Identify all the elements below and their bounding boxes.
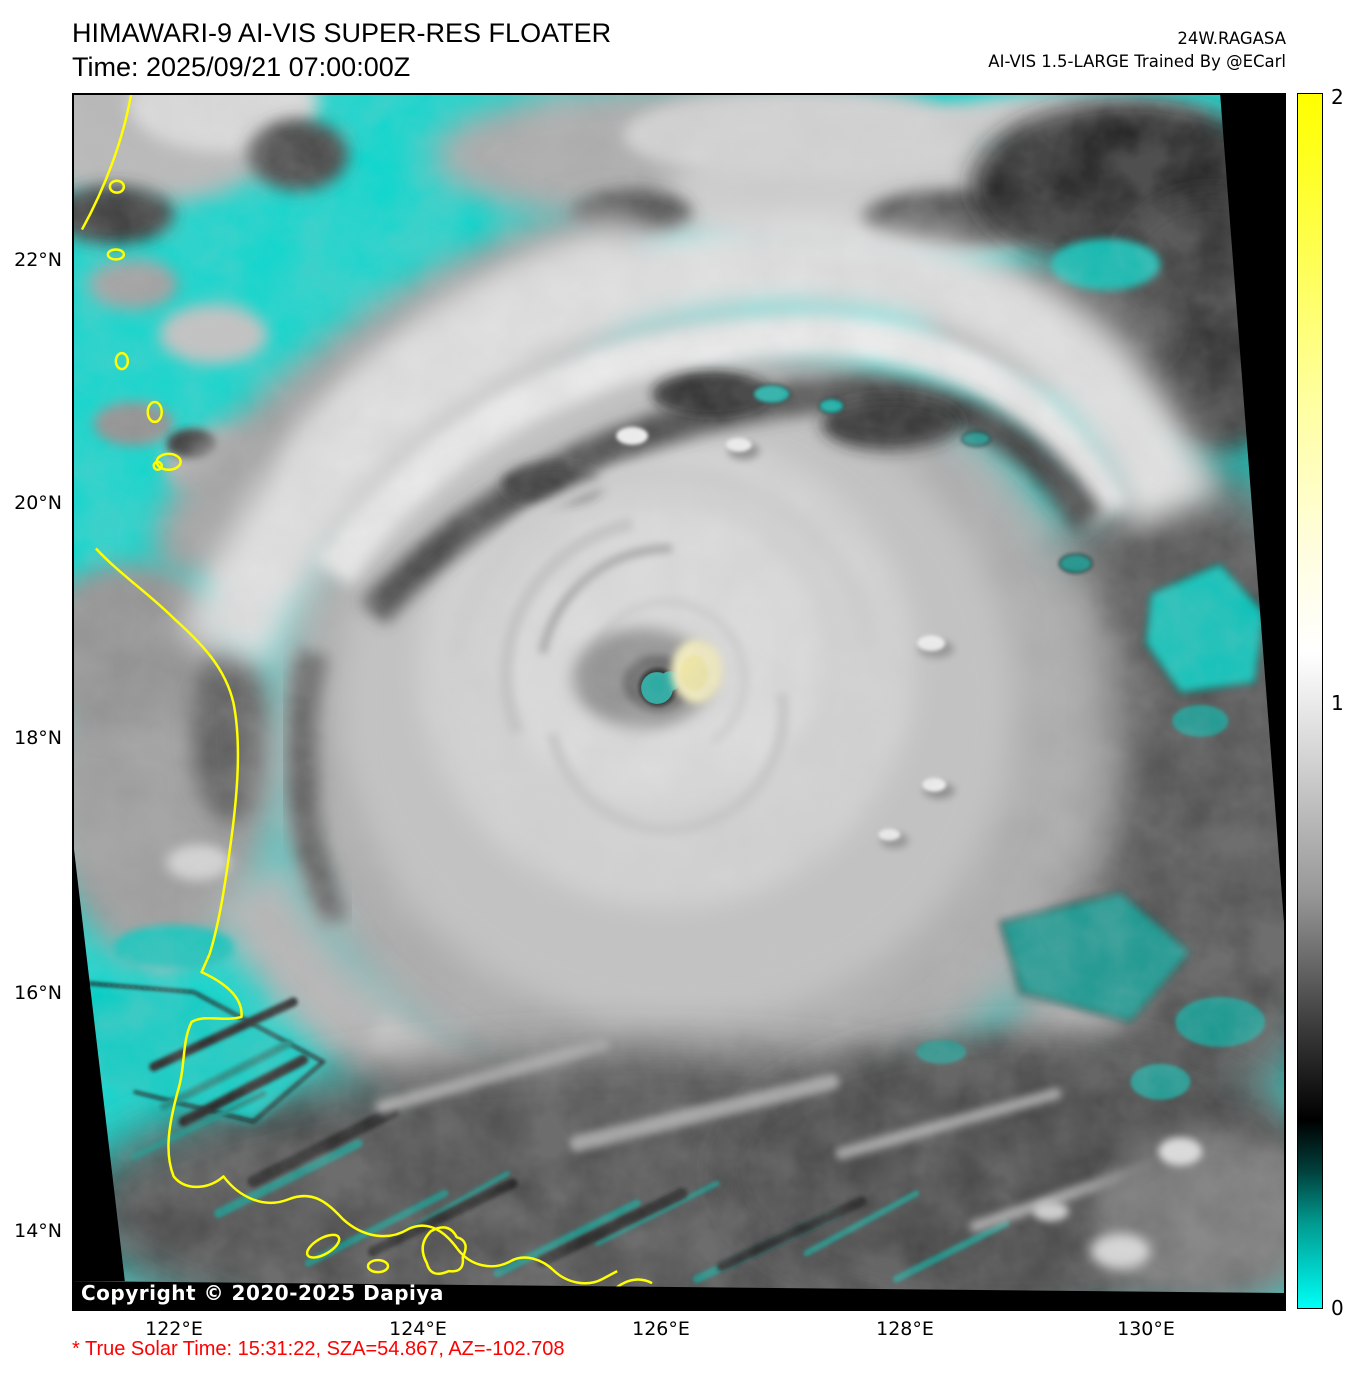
solar-time-footnote: * True Solar Time: 15:31:22, SZA=54.867,…	[72, 1338, 565, 1360]
product-time: Time: 2025/09/21 07:00:00Z	[72, 52, 411, 82]
lon-label-126e: 126°E	[632, 1318, 690, 1340]
colorbar-tick-0: 0	[1331, 1296, 1344, 1320]
satellite-map: Copyright © 2020-2025 Dapiya	[72, 93, 1286, 1311]
lat-label-18n: 18°N	[14, 727, 62, 749]
lat-label-22n: 22°N	[14, 249, 62, 271]
colorbar-gradient	[1298, 94, 1322, 1308]
product-title: HIMAWARI-9 AI-VIS SUPER-RES FLOATER	[72, 18, 612, 48]
coastline-layer	[80, 95, 653, 1292]
colorbar-tick-2: 2	[1331, 85, 1344, 109]
header-right-block: 24W.RAGASA AI-VIS 1.5-LARGE Trained By @…	[988, 27, 1286, 73]
lat-label-20n: 20°N	[14, 492, 62, 514]
satellite-image	[74, 95, 1284, 1309]
model-credit: AI-VIS 1.5-LARGE Trained By @ECarl	[988, 52, 1286, 71]
lon-label-128e: 128°E	[876, 1318, 934, 1340]
copyright-text: Copyright © 2020-2025 Dapiya	[81, 1281, 444, 1305]
lon-label-124e: 124°E	[389, 1318, 447, 1340]
colorbar	[1297, 93, 1323, 1309]
lat-label-16n: 16°N	[14, 982, 62, 1004]
noise-texture	[74, 95, 1284, 1309]
storm-id: 24W.RAGASA	[1177, 29, 1286, 48]
lat-label-14n: 14°N	[14, 1220, 62, 1242]
lon-label-122e: 122°E	[145, 1318, 203, 1340]
header-block: HIMAWARI-9 AI-VIS SUPER-RES FLOATER Time…	[72, 16, 611, 84]
lon-label-130e: 130°E	[1117, 1318, 1175, 1340]
colorbar-tick-1: 1	[1331, 691, 1344, 715]
